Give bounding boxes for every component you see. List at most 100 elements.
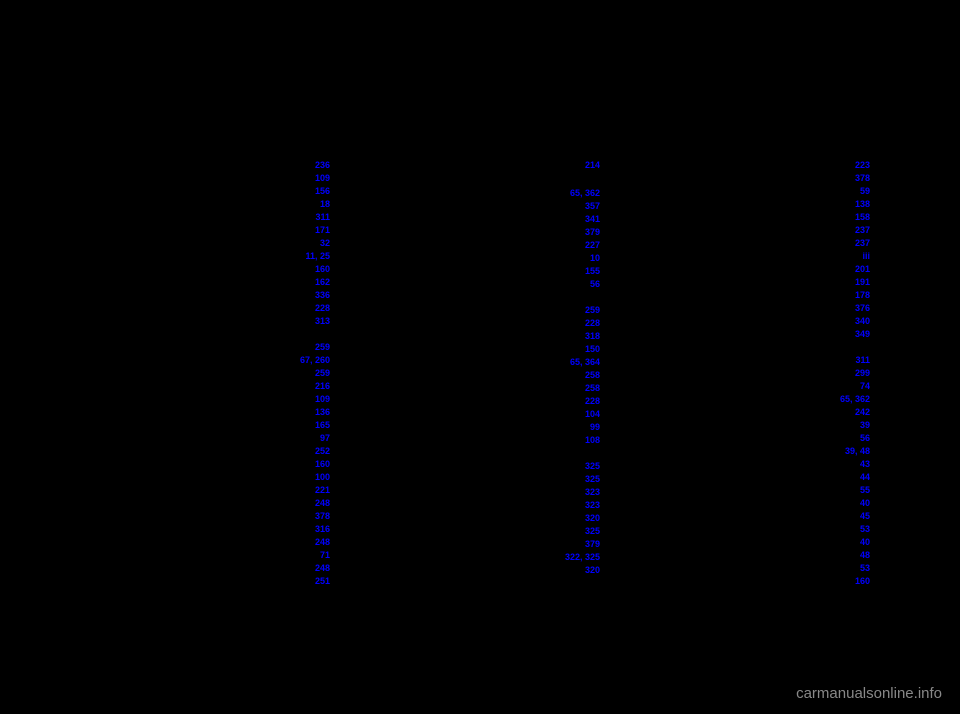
page-link[interactable]: 53 xyxy=(856,563,870,574)
page-link[interactable]: 201 xyxy=(851,264,870,275)
page-link[interactable]: 156 xyxy=(311,186,330,197)
page-link[interactable]: 100 xyxy=(311,472,330,483)
page-link[interactable]: 162 xyxy=(311,277,330,288)
page-link[interactable]: 259 xyxy=(581,305,600,316)
page-link[interactable]: 325 xyxy=(581,461,600,472)
page-link[interactable]: 214 xyxy=(581,160,600,171)
page-link[interactable]: 74 xyxy=(856,381,870,392)
page-link[interactable]: 323 xyxy=(581,500,600,511)
page-link[interactable]: 32 xyxy=(316,238,330,249)
page-link[interactable]: 56 xyxy=(856,433,870,444)
index-entry: Antifreeze313 xyxy=(90,316,330,327)
page-link[interactable]: 325 xyxy=(581,474,600,485)
entry-text: Airbag (SRS) xyxy=(90,251,301,262)
page-link[interactable]: 109 xyxy=(311,173,330,184)
page-link[interactable]: 320 xyxy=(581,513,600,524)
page-link[interactable]: 11, 25 xyxy=(301,251,330,262)
index-entry: System Indicator65, 364 xyxy=(360,357,600,368)
page-link[interactable]: 228 xyxy=(311,303,330,314)
page-link[interactable]: 349 xyxy=(851,329,870,340)
page-link[interactable]: 99 xyxy=(586,422,600,433)
page-link[interactable]: 320 xyxy=(581,565,600,576)
page-link[interactable]: 252 xyxy=(311,446,330,457)
page-link[interactable]: 67, 260 xyxy=(296,355,330,366)
page-link[interactable]: 53 xyxy=(856,524,870,535)
page-link[interactable]: 165 xyxy=(311,420,330,431)
page-link[interactable]: 237 xyxy=(851,225,870,236)
page-link[interactable]: 336 xyxy=(311,290,330,301)
page-link[interactable]: 357 xyxy=(581,201,600,212)
page-link[interactable]: 108 xyxy=(581,435,600,446)
page-link[interactable]: 258 xyxy=(581,370,600,381)
page-link[interactable]: 97 xyxy=(316,433,330,444)
page-link[interactable]: 221 xyxy=(311,485,330,496)
page-link[interactable]: 191 xyxy=(851,277,870,288)
page-link[interactable]: 258 xyxy=(581,383,600,394)
page-link[interactable]: 325 xyxy=(581,526,600,537)
page-link[interactable]: 378 xyxy=(311,511,330,522)
page-link[interactable]: 71 xyxy=(316,550,330,561)
page-link[interactable]: 65, 364 xyxy=(566,357,600,368)
page-link[interactable]: 299 xyxy=(851,368,870,379)
page-link[interactable]: 109 xyxy=(311,394,330,405)
page-link[interactable]: 160 xyxy=(311,459,330,470)
page-link[interactable]: 259 xyxy=(311,368,330,379)
page-link[interactable]: 44 xyxy=(856,472,870,483)
page-link[interactable]: 10 xyxy=(586,253,600,264)
page-link[interactable]: 55 xyxy=(856,485,870,496)
page-link[interactable]: 313 xyxy=(311,316,330,327)
page-link[interactable]: 248 xyxy=(311,537,330,548)
page-link[interactable]: 43 xyxy=(856,459,870,470)
page-link[interactable]: 40 xyxy=(856,537,870,548)
page-link[interactable]: 248 xyxy=(311,563,330,574)
page-link[interactable]: 311 xyxy=(851,355,870,366)
page-link[interactable]: 378 xyxy=(851,173,870,184)
page-link[interactable]: 376 xyxy=(851,303,870,314)
page-link[interactable]: 341 xyxy=(581,214,600,225)
page-link[interactable]: iii xyxy=(858,251,870,262)
index-entry: Airbag (SRS)11, 25 xyxy=(90,251,330,262)
page-link[interactable]: 39, 48 xyxy=(841,446,870,457)
page-link[interactable]: 160 xyxy=(311,264,330,275)
entry-text: Child Safety xyxy=(630,420,856,431)
page-link[interactable]: 259 xyxy=(311,342,330,353)
page-link[interactable]: 311 xyxy=(311,212,330,223)
page-link[interactable]: 45 xyxy=(856,511,870,522)
page-link[interactable]: 56 xyxy=(586,279,600,290)
page-link[interactable]: 236 xyxy=(311,160,330,171)
page-link[interactable]: 65, 362 xyxy=(566,188,600,199)
page-link[interactable]: 340 xyxy=(851,316,870,327)
page-link[interactable]: 160 xyxy=(851,576,870,587)
page-link[interactable]: 251 xyxy=(311,576,330,587)
page-link[interactable]: 248 xyxy=(311,498,330,509)
page-link[interactable]: 323 xyxy=(581,487,600,498)
entry-text: Brakes xyxy=(360,292,596,303)
page-link[interactable]: 379 xyxy=(581,227,600,238)
page-link[interactable]: 59 xyxy=(856,186,870,197)
page-link[interactable]: 318 xyxy=(581,331,600,342)
page-link[interactable]: 40 xyxy=(856,498,870,509)
page-link[interactable]: 178 xyxy=(851,290,870,301)
page-link[interactable]: 158 xyxy=(851,212,870,223)
page-link[interactable]: 155 xyxy=(581,266,600,277)
page-link[interactable]: 48 xyxy=(856,550,870,561)
page-link[interactable]: 228 xyxy=(581,318,600,329)
page-link[interactable]: 227 xyxy=(581,240,600,251)
page-link[interactable]: 228 xyxy=(581,396,600,407)
page-link[interactable]: 242 xyxy=(851,407,870,418)
page-link[interactable]: 316 xyxy=(311,524,330,535)
page-link[interactable]: 223 xyxy=(851,160,870,171)
page-link[interactable]: 136 xyxy=(311,407,330,418)
index-entry: CD Changer191 xyxy=(630,277,870,288)
page-link[interactable]: 150 xyxy=(581,344,600,355)
page-link[interactable]: 379 xyxy=(581,539,600,550)
page-link[interactable]: 39 xyxy=(856,420,870,431)
page-link[interactable]: 138 xyxy=(851,199,870,210)
page-link[interactable]: 18 xyxy=(316,199,330,210)
page-link[interactable]: 104 xyxy=(581,409,600,420)
page-link[interactable]: 322, 325 xyxy=(561,552,600,563)
page-link[interactable]: 216 xyxy=(311,381,330,392)
page-link[interactable]: 65, 362 xyxy=(836,394,870,405)
page-link[interactable]: 171 xyxy=(311,225,330,236)
page-link[interactable]: 237 xyxy=(851,238,870,249)
